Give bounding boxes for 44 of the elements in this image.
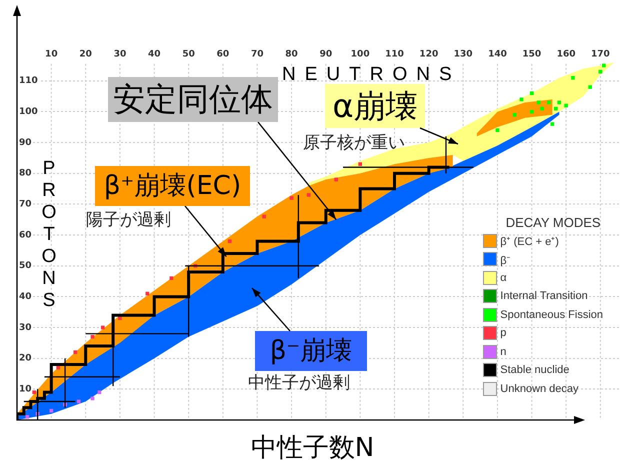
legend-label: β⁻ xyxy=(500,254,511,267)
legend-label: α xyxy=(500,272,507,284)
legend-label: Stable nuclide xyxy=(500,364,570,376)
x-tick-label: 50 xyxy=(182,50,195,60)
legend-label: Unknown decay xyxy=(500,382,579,395)
y-axis-title: PROTONS xyxy=(40,158,58,312)
annotation: 陽子が過剰 xyxy=(86,209,171,231)
y-tick-label: 50 xyxy=(19,261,32,272)
x-tick-label: 110 xyxy=(385,50,404,60)
legend-label: β⁺ (EC + e⁺) xyxy=(500,235,559,248)
x-tick-label: 160 xyxy=(556,50,576,60)
annotation: 原子核が重い xyxy=(303,132,405,154)
annotation: 中性子が過剰 xyxy=(248,372,350,394)
legend-title: DECAY MODES xyxy=(504,214,602,230)
x-tick-label: 60 xyxy=(216,50,230,60)
legend-label: p xyxy=(500,327,506,340)
x-tick-label: 40 xyxy=(148,50,161,60)
legend-label: n xyxy=(500,346,506,358)
y-tick-label: 100 xyxy=(19,107,38,118)
y-tick-label: 20 xyxy=(19,354,32,364)
x-tick-label: 100 xyxy=(350,50,370,60)
x-tick-label: 80 xyxy=(285,50,298,60)
x-tick-label: 30 xyxy=(114,50,126,60)
x-axis-title: 中性子数N xyxy=(250,432,376,465)
y-tick-label: 40 xyxy=(19,292,32,302)
x-tick-label: 20 xyxy=(79,50,92,60)
x-tick-label: 140 xyxy=(488,50,507,60)
x-tick-label: 90 xyxy=(320,50,332,60)
x-tick-label: 150 xyxy=(522,50,542,60)
legend-label: Spontaneous Fission xyxy=(500,308,603,321)
x-tick-label: 130 xyxy=(454,50,473,60)
x-tick-label: 120 xyxy=(419,50,438,60)
y-tick-label: 90 xyxy=(19,138,32,148)
y-tick-label: 80 xyxy=(19,168,32,179)
y-tick-label: 70 xyxy=(19,200,32,210)
y-tick-label: 60 xyxy=(19,230,32,240)
x-tick-label: 10 xyxy=(45,50,58,60)
x-tick-label: 170 xyxy=(591,50,610,60)
y-tick-label: 110 xyxy=(19,76,38,86)
y-tick-label: 10 xyxy=(19,384,32,395)
y-tick-label: 30 xyxy=(19,322,32,333)
legend-label: Internal Transition xyxy=(500,290,588,302)
x2-axis-title: NEUTRONS xyxy=(282,64,461,86)
x-tick-label: 70 xyxy=(250,50,264,60)
